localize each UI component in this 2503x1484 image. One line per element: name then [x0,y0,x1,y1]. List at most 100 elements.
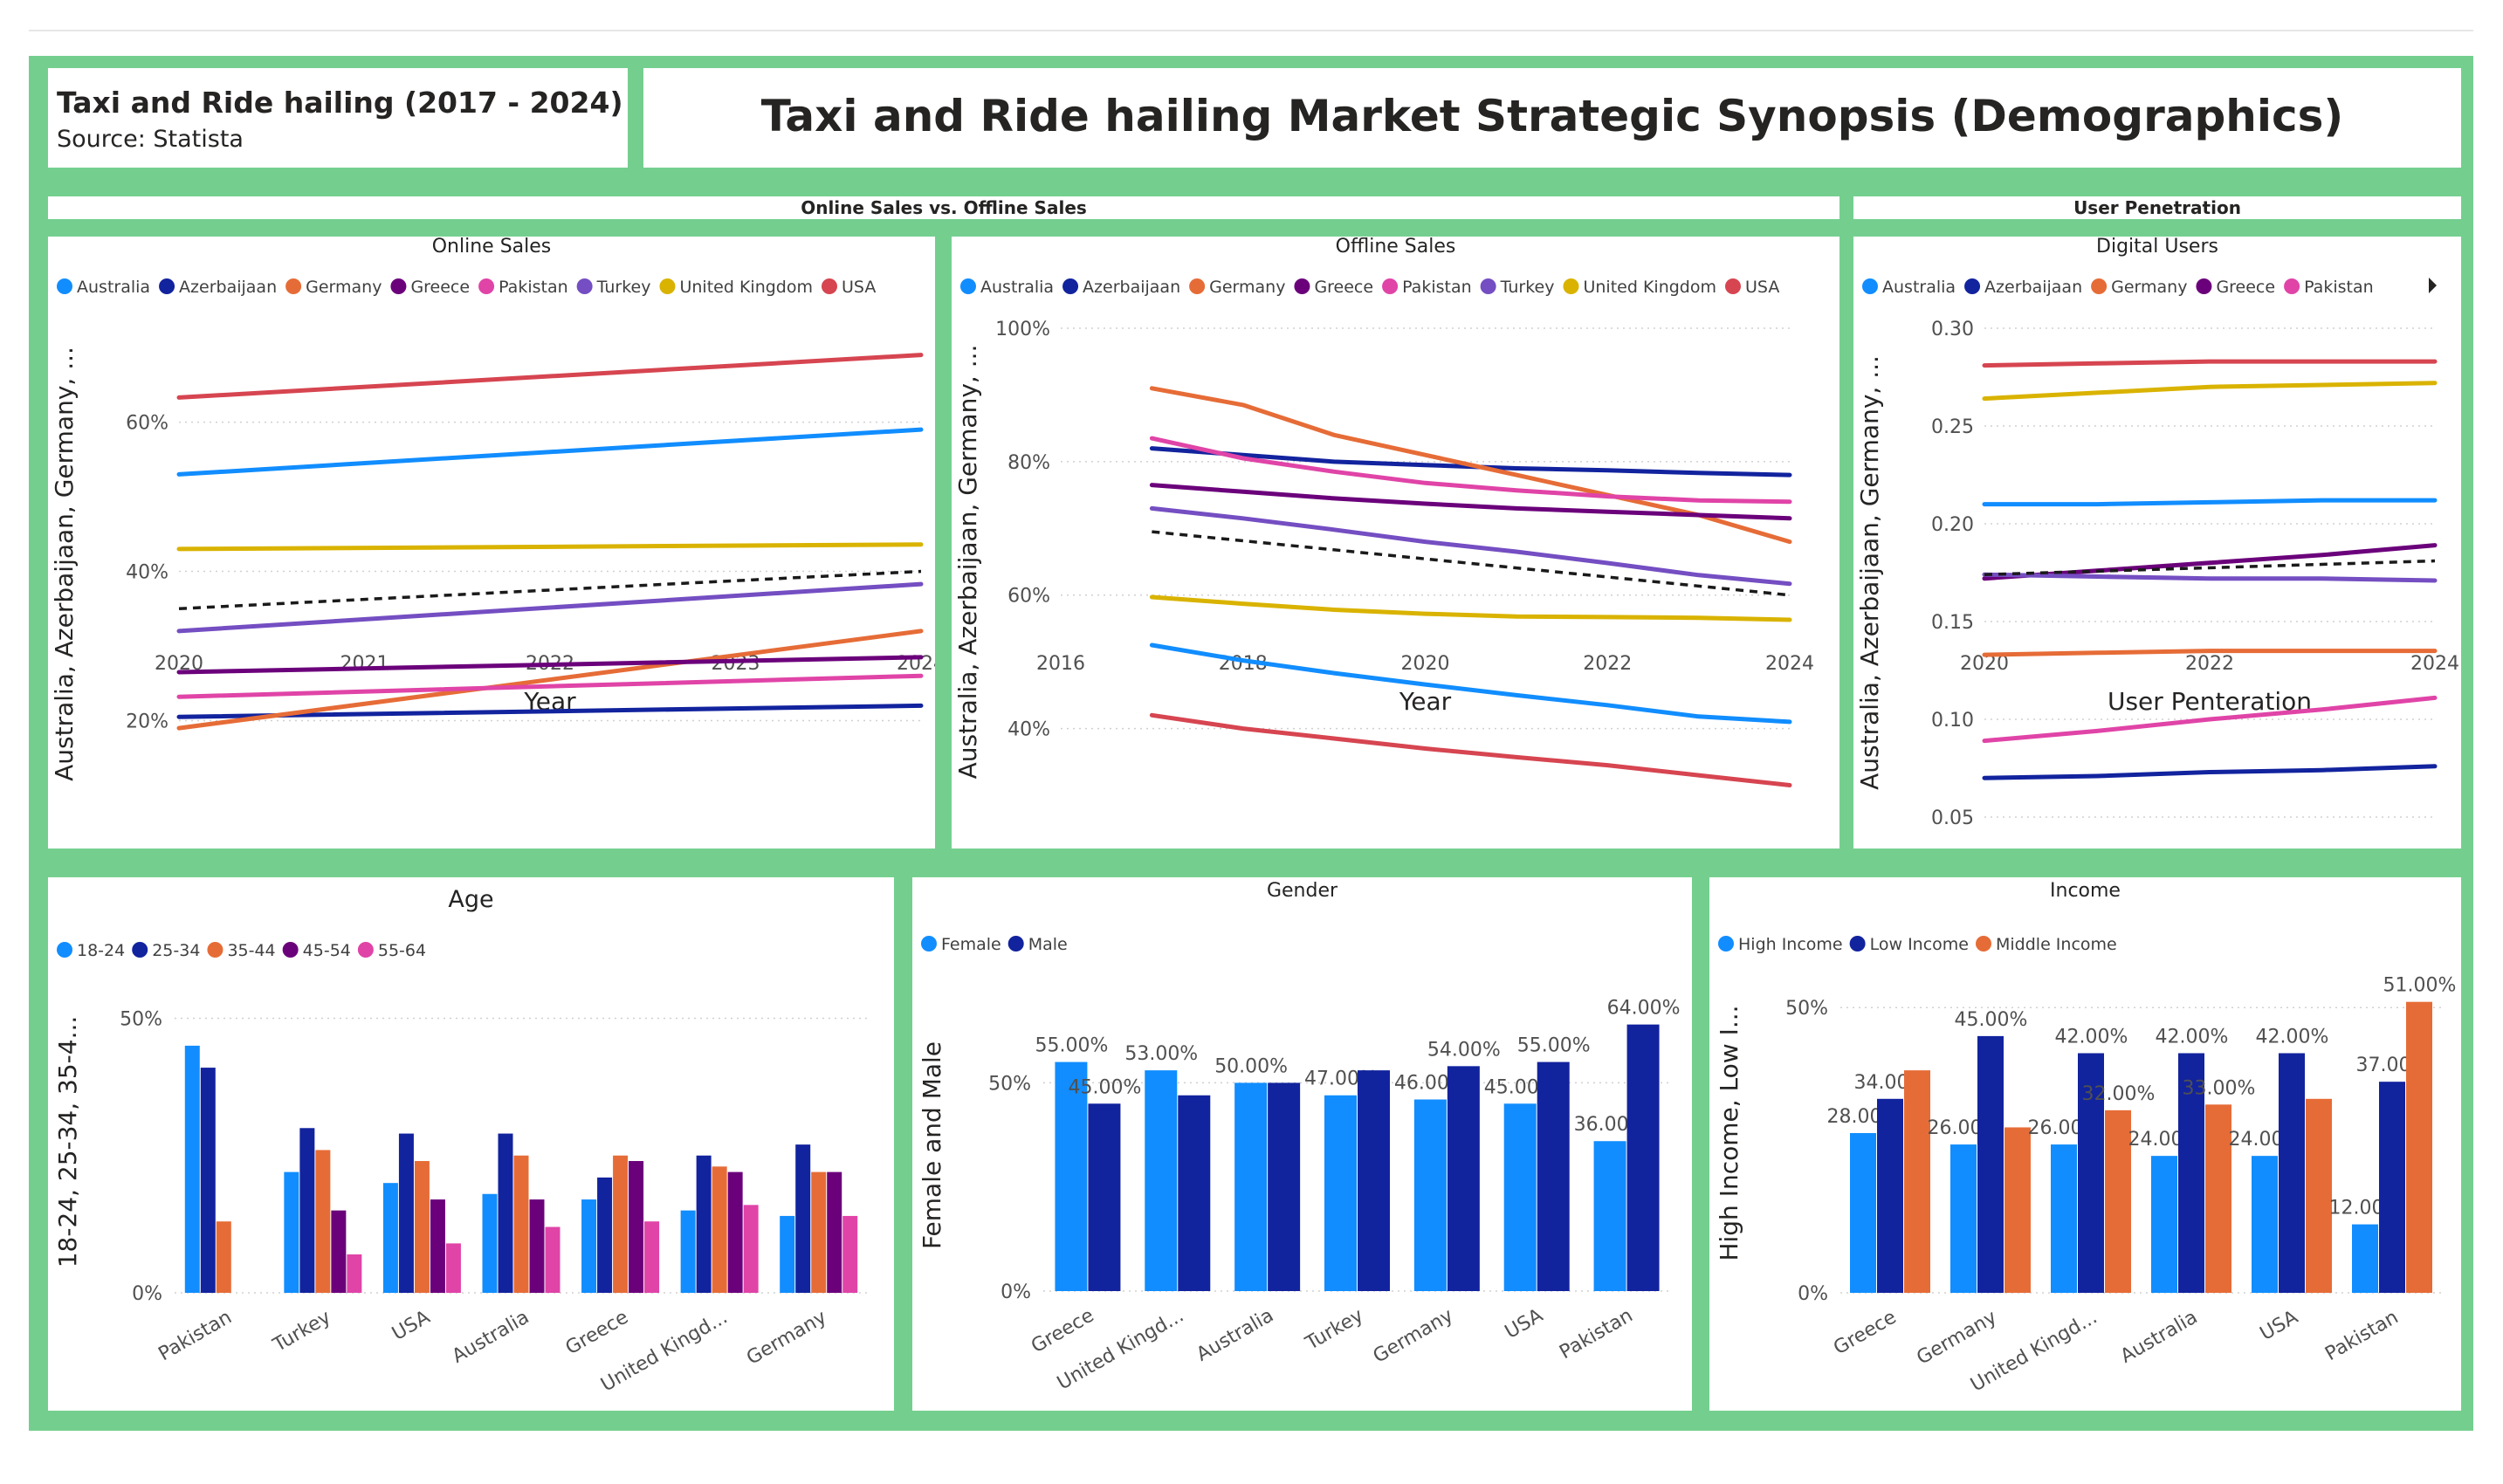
legend-label-turkey: Turkey [596,278,651,297]
legend-label-45-54: 45-54 [303,941,351,960]
bar-middle-income-pakistan [2406,1001,2432,1293]
bar-25-34-greece [597,1177,613,1293]
bar-middle-income-germany [2004,1127,2031,1293]
bar-25-34-usa [398,1133,414,1293]
x-category-label: Pakistan [155,1307,236,1366]
y-tick-label: 0.20 [1931,514,1974,536]
chart-title: Gender [1267,880,1338,902]
bar-35-44-australia [513,1155,529,1293]
bar-low-income-pakistan [2379,1082,2405,1293]
x-category-label: USA [389,1307,434,1345]
y-tick-label: 60% [1007,586,1050,608]
data-label: 42.00% [2055,1027,2128,1048]
series-line-pakistan [1149,436,1792,505]
bar-25-34-turkey [299,1128,315,1293]
bar-female-pakistan [1593,1141,1626,1291]
y-tick-label: 40% [1007,719,1050,741]
legend-marker-usa [1725,278,1741,294]
data-label: 54.00% [1427,1039,1501,1061]
source-card-subtitle: Source: Statista [57,126,244,153]
legend-marker-germany [2091,278,2108,294]
legend-marker-greece [390,278,407,294]
y-tick-label: 40% [126,562,168,584]
legend-marker-pakistan [478,278,495,294]
bar-male-united-kingd [1178,1095,1211,1291]
legend-marker-male [1007,936,1024,952]
legend-label-united-kingdom: United Kingdom [1583,278,1716,297]
legend-marker-turkey [576,278,593,294]
legend-label-25-34: 25-34 [152,941,200,960]
bar-35-44-germany [811,1171,827,1293]
bar-middle-income-united-kingd [2105,1110,2131,1293]
digital-users-panel[interactable]: Digital Users Australia Azerbaijaan Germany… [1853,236,2461,848]
legend-label-australia: Australia [980,278,1054,297]
trend-line [1152,530,1791,597]
bar-high-income-usa [2252,1156,2278,1293]
income-panel[interactable]: Income High Income Low Income Middle Income… [1709,877,2461,1454]
x-category-label: Germany [1370,1305,1457,1368]
gender-panel[interactable]: Gender Female Male 0% 50% 55.00% 45.00% Greece 5… [912,877,1692,1454]
bar-high-income-pakistan [2352,1224,2378,1293]
x-tick-label: 2022 [2185,653,2234,675]
age-panel[interactable]: Age 18-24 25-34 35-44 45-54 55-64 0% 50% Pakista… [48,877,894,1454]
bar-18-24-turkey [284,1171,299,1293]
legend-label-azerbaijaan: Azerbaijaan [1984,278,2082,297]
bar-45-54-greece [629,1161,644,1293]
y-tick-label: 0.05 [1931,807,1974,829]
y-tick-label: 0.15 [1931,612,1974,634]
x-category-label: USA [2257,1307,2302,1345]
series-line-united-kingdom [1149,594,1792,622]
series-line-germany [176,629,924,731]
bar-male-pakistan [1626,1024,1660,1291]
bar-45-54-australia [529,1199,545,1293]
legend-marker-usa [822,278,837,294]
legend-label-55-64: 55-64 [378,941,426,960]
legend-marker-18-24 [57,942,72,958]
x-category-label: Greece [1028,1305,1097,1358]
bar-male-greece [1088,1103,1121,1291]
series-line-germany [1982,649,2438,657]
bar-18-24-greece [581,1199,597,1293]
bar-35-44-usa [414,1161,430,1293]
legend-marker-pakistan [1382,278,1399,294]
legend-marker-low-income [1849,936,1866,952]
bar-low-income-germany [1977,1035,2004,1293]
series-line-usa [176,353,924,400]
legend-marker-greece [1294,278,1310,294]
legend-label-australia: Australia [1882,278,1956,297]
offline-sales-panel[interactable]: Offline Sales Australia Azerbaijaan Germany… [952,236,1839,848]
legend-marker-australia [1862,278,1878,294]
legend-marker-55-64 [357,942,374,958]
income-chart: Income High Income Low Income Middle Income… [1715,880,2457,1454]
legend-label-pakistan: Pakistan [1402,278,1472,297]
legend-label-greece: Greece [1314,278,1373,297]
series-line-usa [1982,359,2438,368]
y-axis-title: Australia, Azerbaijaan, Germany, ... [1855,355,1884,790]
y-tick-label: 50% [988,1073,1031,1095]
bar-female-usa [1503,1103,1537,1291]
x-tick-label: 2022 [1583,653,1632,675]
online-sales-panel[interactable]: Online Sales Australia Azerbaijaan Germany G… [48,236,946,848]
offline-sales-chart: Offline Sales Australia Azerbaijaan Germany… [953,236,1814,787]
y-axis-title: Australia, Azerbaijaan, Germany, ... [953,345,982,780]
legend-marker-united-kingdom [1563,278,1579,294]
title-card: Taxi and Ride hailing Market Strategic S… [643,68,2461,168]
bar-55-64-turkey [347,1254,362,1293]
digital-users-chart: Digital Users Australia Azerbaijaan Germany… [1855,236,2459,829]
trend-line [178,569,922,611]
legend-marker-25-34 [132,942,148,958]
legend-marker-pakistan [2284,278,2300,294]
data-label: 64.00% [1607,998,1681,1020]
legend-label-high-income: High Income [1738,935,1843,954]
x-tick-label: 2020 [1401,653,1450,675]
series-line-germany [1149,386,1792,545]
data-label: 51.00% [2383,975,2457,997]
bar-low-income-greece [1877,1098,1903,1293]
bar-55-64-australia [545,1226,560,1293]
top-divider [29,30,2473,31]
y-tick-label: 50% [120,1008,162,1030]
bar-25-34-pakistan [200,1068,216,1293]
chart-title: Online Sales [432,237,552,258]
bar-male-germany [1447,1066,1480,1291]
bar-low-income-australia [2178,1053,2204,1293]
